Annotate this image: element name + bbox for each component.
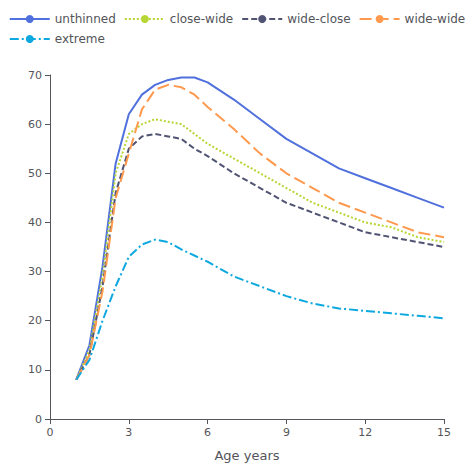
svg-text:9: 9 [283, 426, 290, 439]
svg-text:30: 30 [28, 265, 42, 278]
svg-text:0: 0 [35, 413, 42, 426]
svg-text:70: 70 [28, 69, 42, 82]
svg-text:close-wide: close-wide [170, 12, 233, 26]
svg-text:wide-close: wide-close [287, 12, 350, 26]
svg-text:15: 15 [437, 426, 451, 439]
svg-text:20: 20 [28, 314, 42, 327]
svg-text:wide-wide: wide-wide [405, 12, 466, 26]
svg-text:0: 0 [47, 426, 54, 439]
svg-text:Age years: Age years [214, 448, 279, 463]
svg-text:unthinned: unthinned [55, 12, 116, 26]
svg-text:40: 40 [28, 216, 42, 229]
svg-text:50: 50 [28, 167, 42, 180]
svg-text:12: 12 [358, 426, 372, 439]
svg-text:extreme: extreme [55, 32, 105, 46]
svg-text:10: 10 [28, 363, 42, 376]
svg-text:6: 6 [204, 426, 211, 439]
svg-text:60: 60 [28, 118, 42, 131]
svg-text:3: 3 [125, 426, 132, 439]
